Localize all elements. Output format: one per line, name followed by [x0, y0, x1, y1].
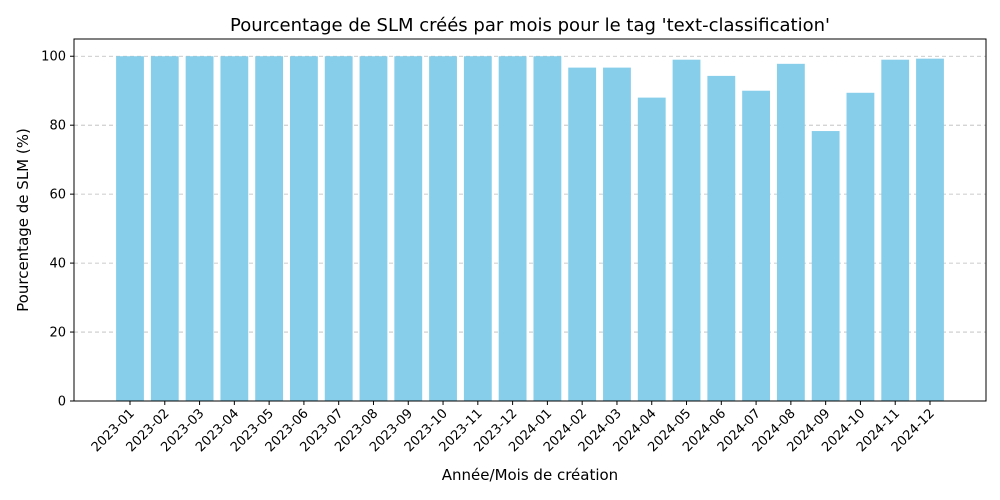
y-axis-ticks: 0 20 40 60 80 100 — [41, 50, 74, 410]
x-axis-label: Année/Mois de création — [442, 466, 618, 484]
bar — [429, 56, 457, 401]
bar — [776, 63, 805, 402]
bar — [150, 56, 179, 401]
y-tick-label: 100 — [41, 50, 66, 65]
bars — [116, 56, 944, 402]
plot-frame — [73, 38, 987, 402]
bar — [811, 131, 840, 401]
bar — [707, 75, 736, 401]
bar — [672, 59, 701, 401]
bar — [359, 56, 388, 401]
chart-title: Pourcentage de SLM créés par mois pour l… — [230, 15, 830, 36]
y-tick-label: 40 — [49, 257, 66, 272]
y-tick-label: 60 — [49, 188, 66, 203]
bar — [603, 67, 631, 401]
bar — [846, 92, 875, 401]
bar — [916, 58, 944, 401]
x-axis-ticks: 2023-012023-022023-032023-042023-052023-… — [89, 401, 938, 455]
bar — [185, 56, 214, 401]
bar — [255, 56, 284, 401]
bar — [220, 56, 249, 401]
bar — [290, 56, 318, 401]
bar — [394, 56, 423, 401]
bar — [324, 56, 353, 401]
bar — [498, 56, 527, 401]
y-tick-label: 0 — [58, 395, 66, 410]
bar — [568, 67, 597, 401]
bar — [116, 56, 144, 401]
y-tick-label: 20 — [49, 326, 66, 341]
bar — [463, 56, 492, 401]
y-tick-label: 80 — [49, 119, 66, 134]
bar — [742, 90, 770, 401]
bar — [637, 97, 666, 401]
bar — [881, 59, 910, 401]
y-axis-label: Pourcentage de SLM (%) — [14, 128, 32, 312]
bar — [533, 56, 562, 401]
